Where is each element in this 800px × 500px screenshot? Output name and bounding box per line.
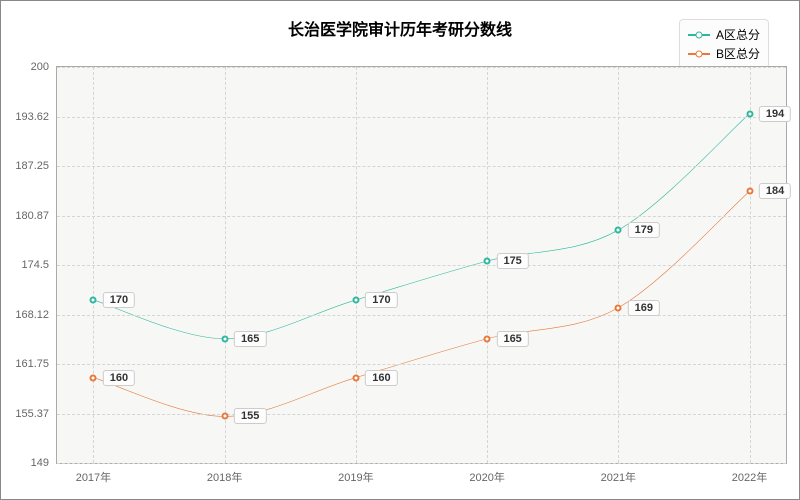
plot-area: 149155.37161.75168.12174.5180.87187.2519… <box>56 66 787 464</box>
data-label: 160 <box>103 370 135 386</box>
hgrid <box>57 364 786 365</box>
y-tick-label: 168.12 <box>15 309 57 321</box>
data-label: 194 <box>759 106 791 122</box>
data-label: 175 <box>496 253 528 269</box>
data-marker <box>90 296 97 303</box>
x-tick-label: 2017年 <box>76 463 111 485</box>
vgrid <box>356 67 357 463</box>
data-label: 184 <box>759 183 791 199</box>
data-label: 165 <box>496 331 528 347</box>
data-marker <box>221 413 228 420</box>
x-tick-label: 2020年 <box>469 463 504 485</box>
y-tick-label: 193.62 <box>15 111 57 123</box>
hgrid <box>57 414 786 415</box>
data-marker <box>352 296 359 303</box>
x-tick-label: 2018年 <box>207 463 242 485</box>
legend-item-a: A区总分 <box>688 26 760 43</box>
hgrid <box>57 315 786 316</box>
hgrid <box>57 117 786 118</box>
y-tick-label: 187.25 <box>15 160 57 172</box>
legend-line-b <box>688 53 710 55</box>
data-marker <box>746 110 753 117</box>
x-tick-label: 2022年 <box>732 463 767 485</box>
legend-item-b: B区总分 <box>688 45 760 62</box>
chart-title: 长治医学院审计历年考研分数线 <box>288 16 512 40</box>
x-tick-label: 2019年 <box>338 463 373 485</box>
y-tick-label: 149 <box>31 457 57 469</box>
data-marker <box>484 258 491 265</box>
hgrid <box>57 216 786 217</box>
legend-label-a: A区总分 <box>716 26 760 43</box>
legend: A区总分 B区总分 <box>679 19 769 69</box>
data-label: 160 <box>365 370 397 386</box>
hgrid <box>57 67 786 68</box>
hgrid <box>57 265 786 266</box>
vgrid <box>618 67 619 463</box>
data-marker <box>90 374 97 381</box>
data-marker <box>615 304 622 311</box>
vgrid <box>750 67 751 463</box>
data-marker <box>221 335 228 342</box>
chart-container: 长治医学院审计历年考研分数线 A区总分 B区总分 149155.37161.75… <box>0 0 800 500</box>
hgrid <box>57 463 786 464</box>
y-tick-label: 174.5 <box>21 259 57 271</box>
vgrid <box>93 67 94 463</box>
y-tick-label: 180.87 <box>15 210 57 222</box>
x-tick-label: 2021年 <box>601 463 636 485</box>
data-marker <box>352 374 359 381</box>
hgrid <box>57 166 786 167</box>
legend-line-a <box>688 34 710 36</box>
y-tick-label: 200 <box>31 61 57 73</box>
y-tick-label: 155.37 <box>15 408 57 420</box>
legend-label-b: B区总分 <box>716 45 760 62</box>
vgrid <box>225 67 226 463</box>
y-tick-label: 161.75 <box>15 358 57 370</box>
data-label: 170 <box>103 292 135 308</box>
data-marker <box>484 335 491 342</box>
data-label: 155 <box>234 408 266 424</box>
data-label: 169 <box>628 300 660 316</box>
data-label: 165 <box>234 331 266 347</box>
data-label: 179 <box>628 222 660 238</box>
data-marker <box>746 188 753 195</box>
data-marker <box>615 227 622 234</box>
data-label: 170 <box>365 292 397 308</box>
vgrid <box>487 67 488 463</box>
